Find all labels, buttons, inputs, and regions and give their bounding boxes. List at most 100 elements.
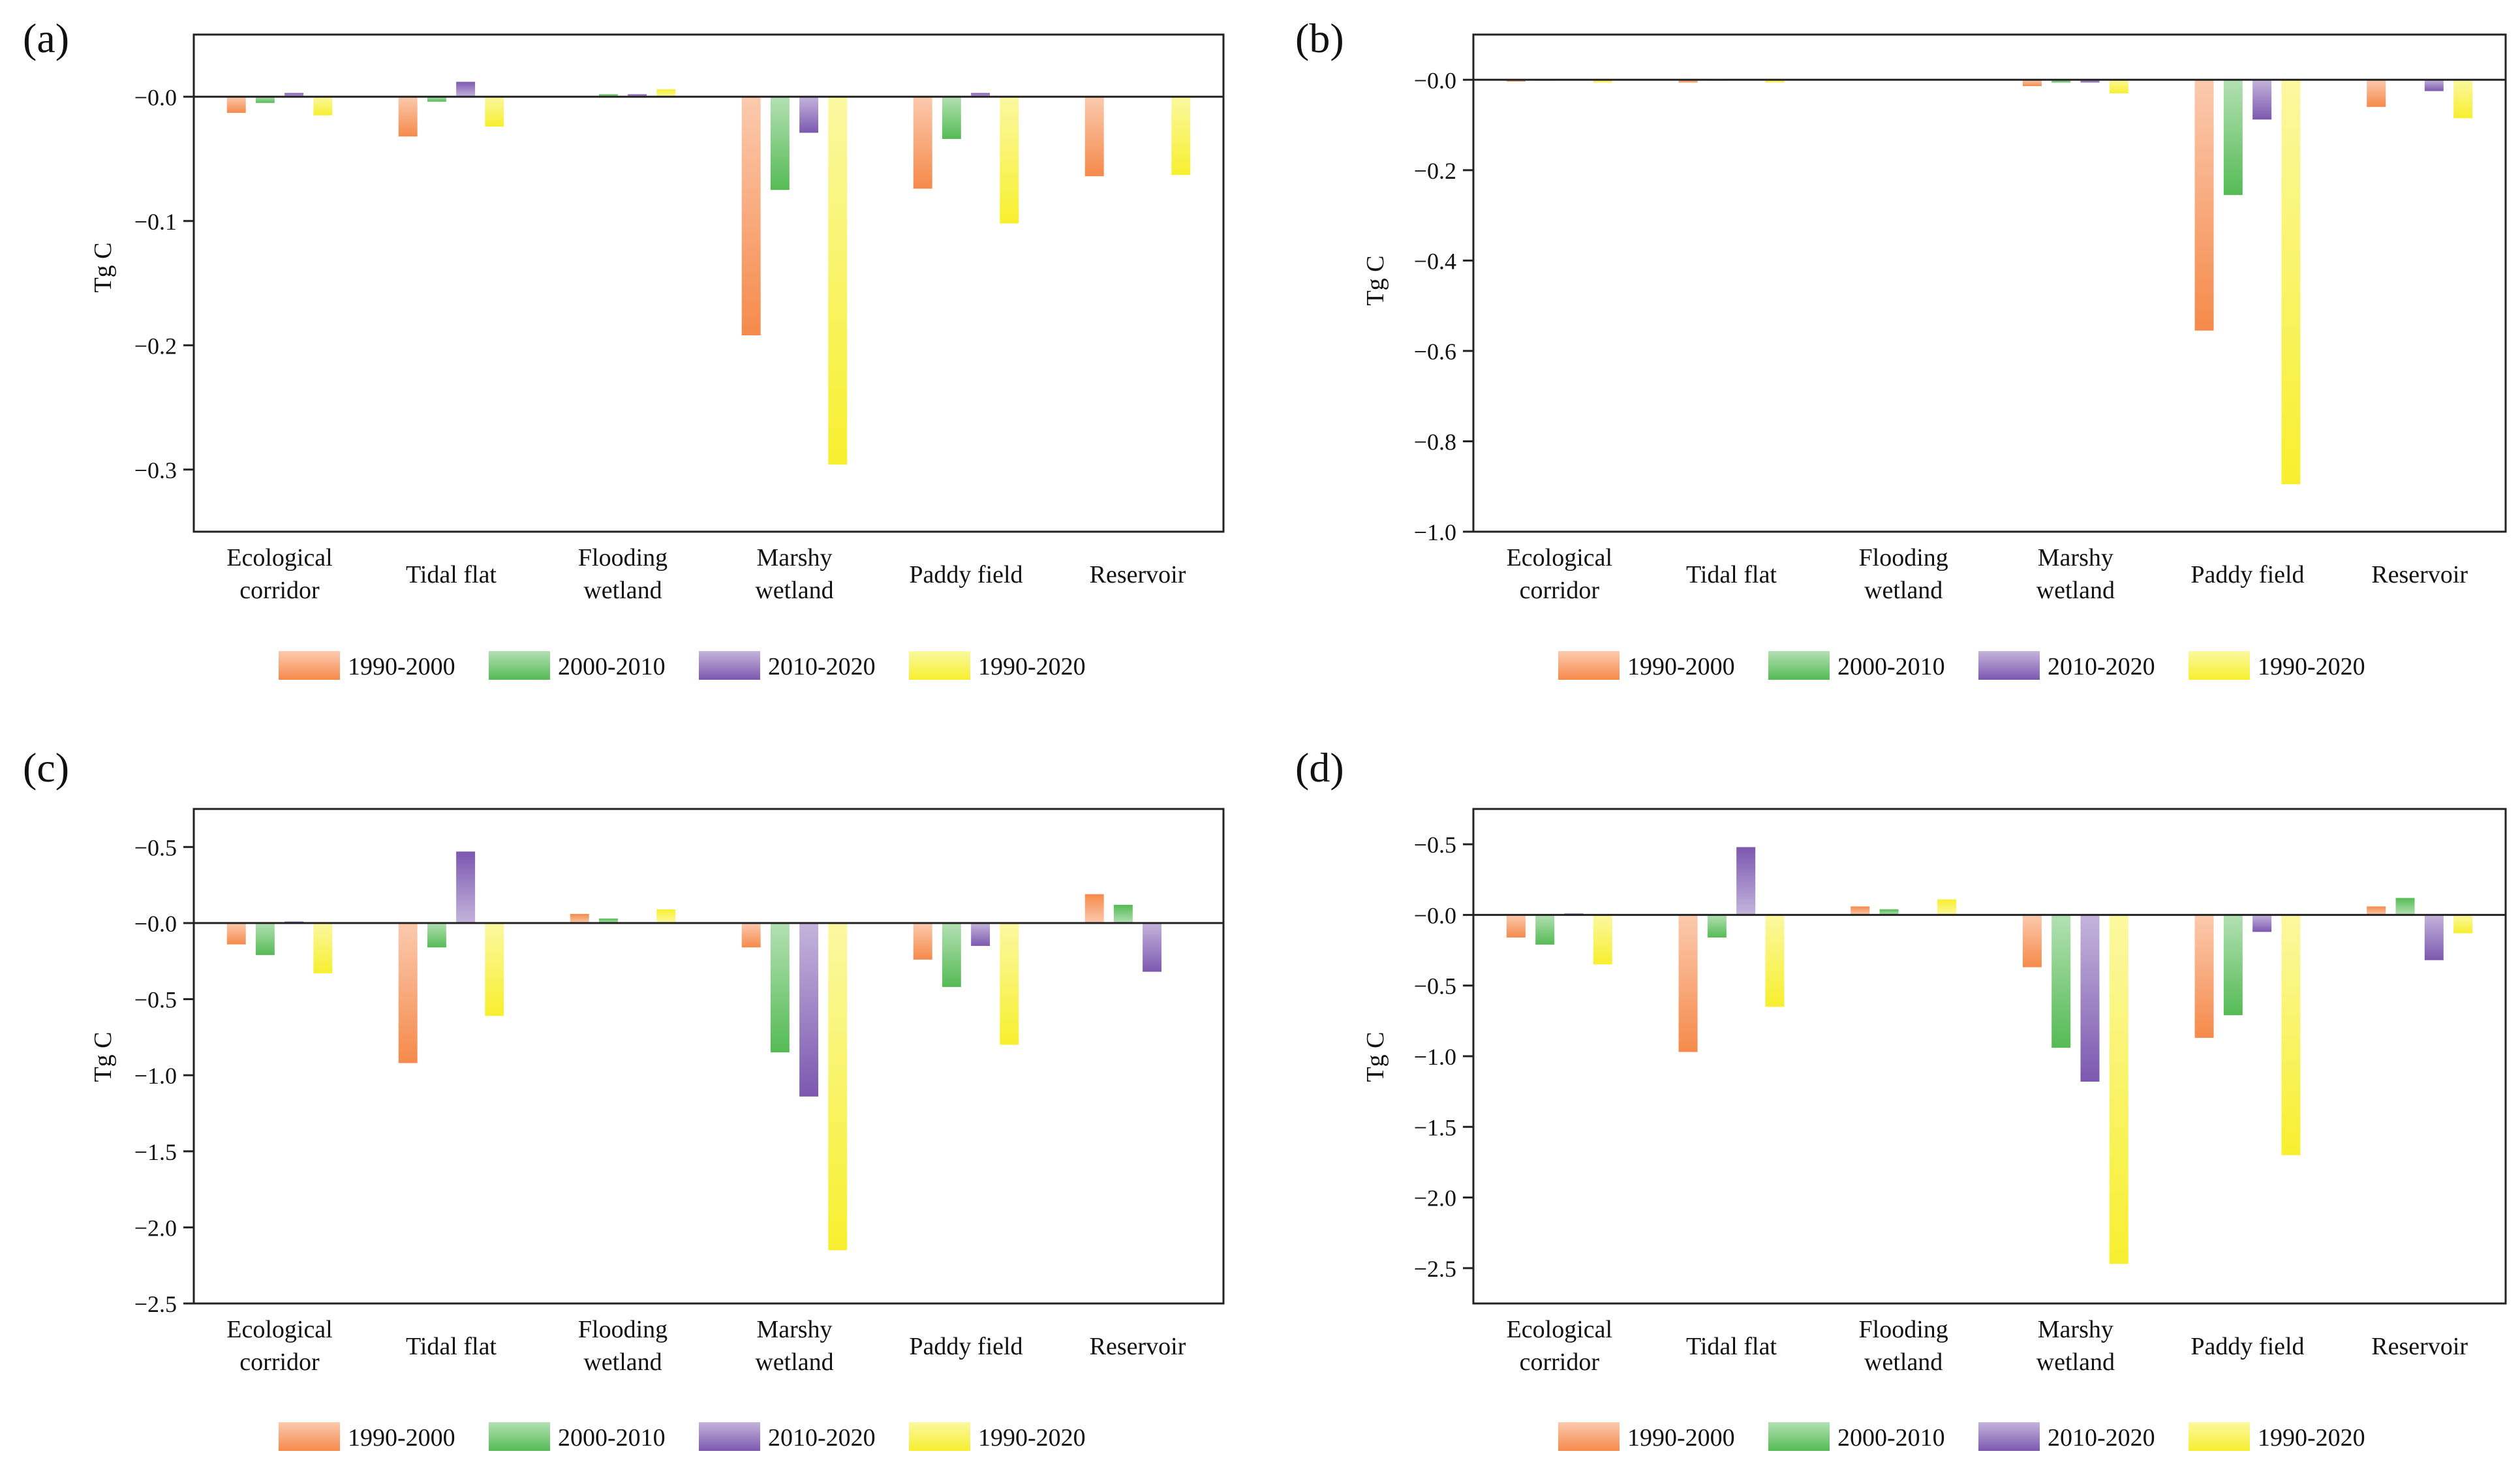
bar-c-1990-2000-0 xyxy=(226,922,246,945)
bar-d-2000-2010-4 xyxy=(2223,915,2243,1016)
bar-a-1990-2000-3 xyxy=(741,97,761,336)
bar-a-2010-2020-1 xyxy=(456,82,476,97)
legend-label-d-1990-2000: 1990-2000 xyxy=(1627,1424,1735,1452)
x-tick-label-a: Tidal flat xyxy=(406,561,497,588)
bar-b-1990-2020-3 xyxy=(2109,80,2128,94)
bar-d-2010-2020-1 xyxy=(1736,847,1756,915)
bar-a-2010-2020-0 xyxy=(284,93,304,97)
x-tick-label-d: Reservoir xyxy=(2371,1333,2468,1360)
y-axis-label-c: Tg C xyxy=(89,1031,117,1082)
x-tick-label-d: Marshy xyxy=(2038,1316,2113,1343)
bar-b-1990-2020-1 xyxy=(1765,80,1785,83)
legend-label-a-2000-2010: 2000-2010 xyxy=(558,653,666,680)
x-tick-label-c: corridor xyxy=(239,1348,320,1376)
x-tick-label-d: Paddy field xyxy=(2190,1333,2304,1360)
legend-label-b-2000-2010: 2000-2010 xyxy=(1837,653,1945,680)
y-tick-label-b: −0.0 xyxy=(1414,67,1456,93)
bar-c-1990-2000-4 xyxy=(913,922,932,960)
legend-label-c-1990-2020: 1990-2020 xyxy=(978,1424,1086,1452)
legend-swatch-b-1990-2000 xyxy=(1558,651,1620,680)
y-tick-label-c: −0.5 xyxy=(134,834,177,860)
bar-b-1990-2000-3 xyxy=(2022,80,2042,86)
y-tick-label-c: −0.0 xyxy=(134,911,177,937)
y-tick-label-b: −0.8 xyxy=(1414,429,1456,455)
bar-a-2000-2010-4 xyxy=(942,97,961,140)
bar-c-2010-2020-4 xyxy=(971,922,991,946)
bar-d-1990-2020-3 xyxy=(2109,915,2128,1264)
legend-swatch-b-2010-2020 xyxy=(1978,651,2040,680)
x-tick-label-b: Tidal flat xyxy=(1686,561,1777,588)
bar-d-2010-2020-3 xyxy=(2080,915,2100,1082)
legend-swatch-c-1990-2020 xyxy=(909,1422,970,1451)
bar-a-1990-2020-0 xyxy=(313,97,333,115)
y-tick-label-a: −0.1 xyxy=(134,209,177,235)
bar-d-1990-2020-1 xyxy=(1765,915,1785,1007)
bar-b-1990-2000-5 xyxy=(2367,80,2386,107)
x-tick-label-b: Flooding xyxy=(1859,544,1948,571)
bar-a-1990-2020-5 xyxy=(1171,97,1191,175)
bar-c-2000-2010-1 xyxy=(427,922,446,948)
bar-a-2010-2020-2 xyxy=(628,94,647,97)
bar-d-2000-2010-2 xyxy=(1879,909,1899,915)
legend-label-b-1990-2000: 1990-2000 xyxy=(1627,653,1735,680)
bar-d-1990-2000-4 xyxy=(2194,915,2214,1038)
plot-frame-a xyxy=(192,33,1225,533)
bar-c-2000-2010-0 xyxy=(255,922,275,955)
x-tick-label-c: Flooding xyxy=(578,1316,668,1343)
y-tick-label-b: −0.2 xyxy=(1414,158,1456,184)
y-tick-label-d: −1.0 xyxy=(1414,1044,1456,1070)
bar-c-2000-2010-2 xyxy=(598,918,618,923)
x-tick-label-a: Reservoir xyxy=(1090,561,1186,588)
bar-a-1990-2000-0 xyxy=(226,97,246,114)
legend-swatch-b-1990-2020 xyxy=(2189,651,2250,680)
legend-swatch-a-2010-2020 xyxy=(699,651,760,680)
y-axis-label-d: Tg C xyxy=(1362,1031,1389,1082)
legend-label-d-1990-2020: 1990-2020 xyxy=(2258,1424,2365,1452)
y-tick-label-d: −0.5 xyxy=(1414,832,1456,858)
legend-label-a-2010-2020: 2010-2020 xyxy=(768,653,876,680)
bar-a-1990-2000-5 xyxy=(1084,97,1104,177)
legend-swatch-a-1990-2000 xyxy=(279,651,340,680)
x-tick-label-b: wetland xyxy=(1864,577,1943,604)
bar-d-1990-2000-5 xyxy=(2367,906,2386,915)
legend-label-b-2010-2020: 2010-2020 xyxy=(2048,653,2155,680)
bar-a-2000-2010-0 xyxy=(255,97,275,103)
panel-d: (d) Tg C −0.5 −0.0 −0.5 −1.0 −1.5 −2.0 −2.5 Eco… xyxy=(1295,744,2507,1452)
x-tick-label-a: Marshy xyxy=(756,544,832,571)
panel-a: (a) Tg C −0.0 −0.1 −0.2 −0.3 Ecological corri… xyxy=(23,15,1225,680)
bar-b-1990-2020-0 xyxy=(1593,80,1612,83)
bar-c-2010-2020-5 xyxy=(1143,922,1162,972)
bar-d-2000-2010-1 xyxy=(1707,915,1727,938)
bar-d-2010-2020-4 xyxy=(2252,915,2272,932)
x-tick-label-c: wetland xyxy=(583,1348,662,1376)
x-tick-label-d: Tidal flat xyxy=(1686,1333,1777,1360)
y-tick-label-c: −1.5 xyxy=(134,1139,177,1165)
x-tick-label-a: wetland xyxy=(755,577,833,604)
bar-c-1990-2000-2 xyxy=(570,913,589,923)
bar-c-2010-2020-1 xyxy=(456,851,476,923)
bar-d-1990-2000-1 xyxy=(1678,915,1698,1052)
legend-label-c-2000-2010: 2000-2010 xyxy=(558,1424,666,1452)
panel-label-d: (d) xyxy=(1295,744,1344,791)
bar-a-1990-2020-1 xyxy=(485,97,504,127)
bar-b-2000-2010-3 xyxy=(2051,80,2071,83)
bar-c-1990-2020-1 xyxy=(485,922,504,1016)
x-tick-label-b: wetland xyxy=(2036,577,2115,604)
bar-b-1990-2000-4 xyxy=(2194,80,2214,331)
bar-b-1990-2020-4 xyxy=(2281,80,2301,485)
y-axis-label-a: Tg C xyxy=(89,242,117,292)
legend-swatch-c-1990-2000 xyxy=(279,1422,340,1451)
bar-a-2010-2020-3 xyxy=(799,97,819,133)
bar-d-1990-2000-2 xyxy=(1851,906,1870,915)
legend-swatch-d-1990-2000 xyxy=(1558,1422,1620,1451)
bar-b-1990-2020-5 xyxy=(2453,80,2473,119)
y-tick-label-d: −2.5 xyxy=(1414,1256,1456,1282)
bar-d-1990-2020-0 xyxy=(1593,915,1612,965)
bar-c-1990-2020-2 xyxy=(656,909,676,923)
legend-swatch-b-2000-2010 xyxy=(1768,651,1830,680)
x-tick-label-a: corridor xyxy=(239,577,320,604)
y-tick-label-d: −0.0 xyxy=(1414,902,1456,928)
x-tick-label-b: Marshy xyxy=(2038,544,2113,571)
x-tick-label-d: wetland xyxy=(1864,1348,1943,1376)
